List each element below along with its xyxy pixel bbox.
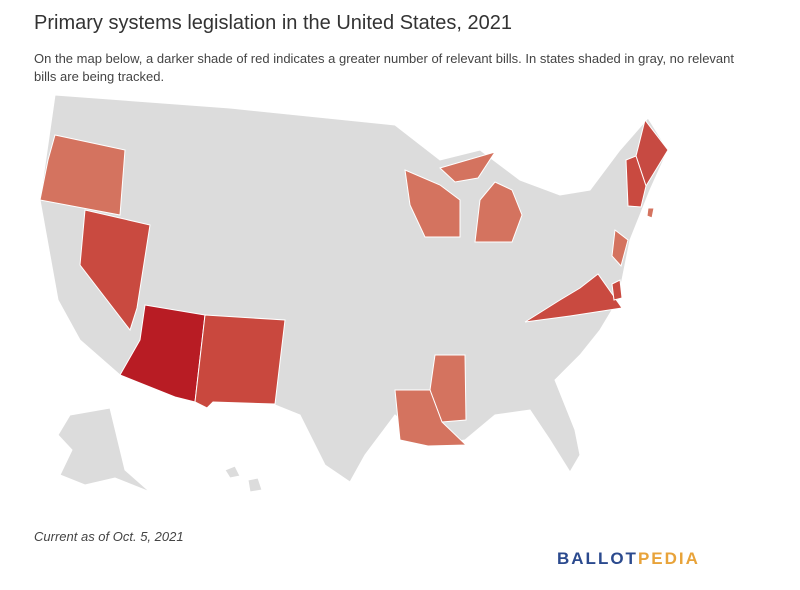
nevada: [79, 209, 151, 332]
virginia: [524, 273, 623, 323]
rhode-island: [646, 207, 655, 219]
new-mexico: [194, 314, 286, 409]
wisconsin: [404, 169, 461, 238]
hawaii: [224, 465, 263, 493]
maryland-shore: [611, 279, 623, 301]
new-hampshire: [625, 155, 647, 208]
michigan: [439, 151, 523, 243]
new-jersey: [611, 229, 629, 268]
louisiana: [394, 389, 468, 447]
footnote: Current as of Oct. 5, 2021: [34, 529, 184, 544]
oregon: [39, 134, 126, 216]
subtitle: On the map below, a darker shade of red …: [34, 51, 734, 84]
title: Primary systems legislation in the Unite…: [34, 12, 512, 34]
mississippi: [429, 354, 467, 423]
alaska: [57, 407, 151, 493]
logo: BALLOTPEDIA: [557, 549, 700, 569]
logo-right: PEDIA: [637, 549, 700, 568]
logo-left: BALLOT: [557, 549, 638, 568]
